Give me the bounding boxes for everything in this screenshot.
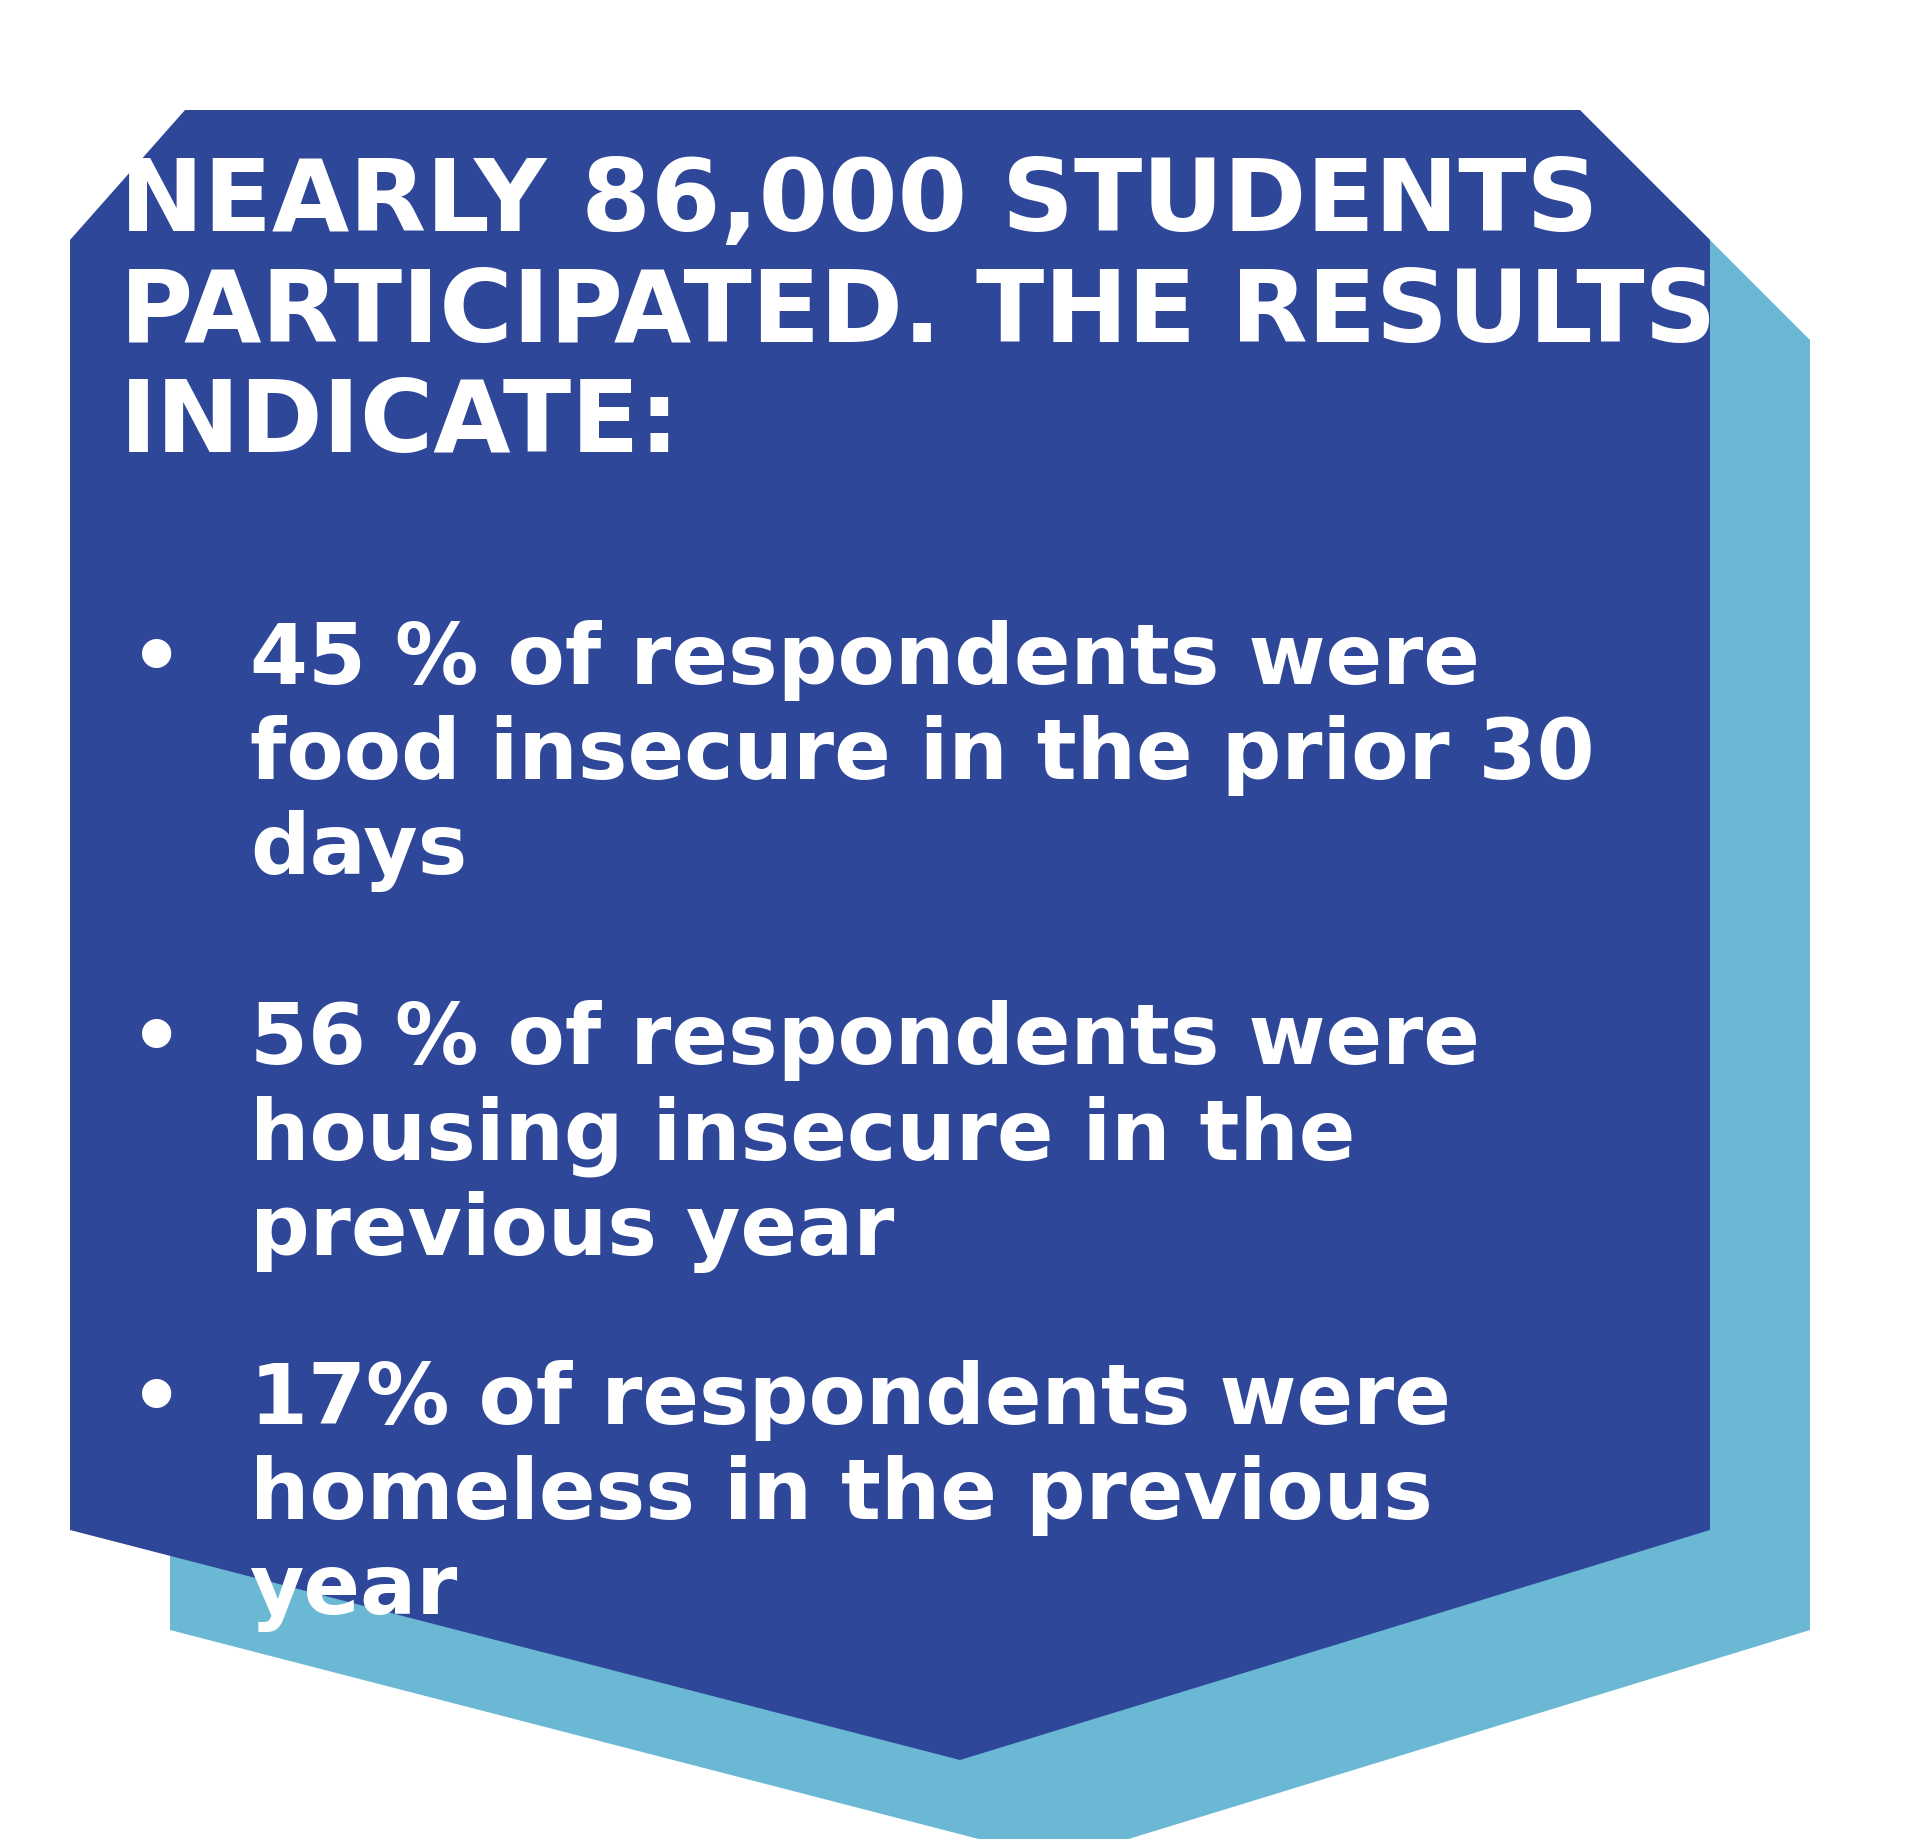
Text: 56 % of respondents were
housing insecure in the
previous year: 56 % of respondents were housing insecur…: [249, 1000, 1478, 1273]
Text: 17% of respondents were
homeless in the previous
year: 17% of respondents were homeless in the …: [249, 1361, 1449, 1633]
Text: 45 % of respondents were
food insecure in the prior 30
days: 45 % of respondents were food insecure i…: [249, 620, 1594, 892]
Text: NEARLY 86,000 STUDENTS
PARTICIPATED. THE RESULTS
INDICATE:: NEARLY 86,000 STUDENTS PARTICIPATED. THE…: [120, 154, 1716, 473]
Text: •: •: [129, 620, 183, 701]
Polygon shape: [170, 210, 1808, 1839]
Text: •: •: [129, 1361, 183, 1442]
Text: •: •: [129, 1000, 183, 1081]
Polygon shape: [69, 110, 1710, 1760]
